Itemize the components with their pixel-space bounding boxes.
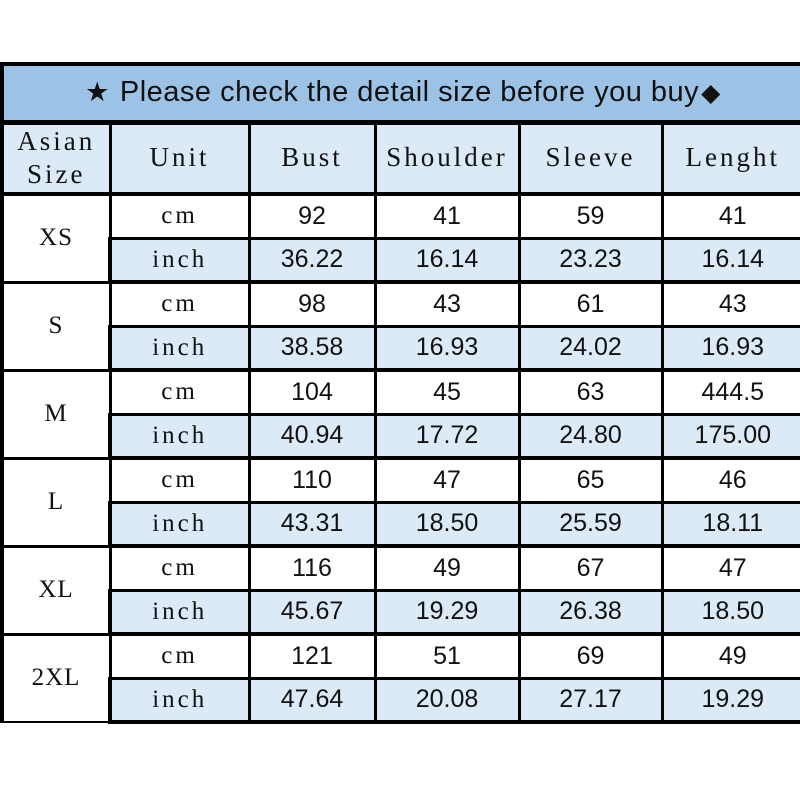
unit-label: cm — [108, 544, 251, 591]
table-row: M cm 104 45 63 444.5 — [0, 368, 800, 459]
table-row: 2XL cm 121 51 69 49 — [0, 632, 800, 723]
unit-label: inch — [108, 676, 251, 724]
measurement-value: 40.94 — [247, 412, 377, 460]
size-label: L — [0, 456, 112, 547]
measurement-value: 98 — [247, 280, 377, 327]
col-header-bust: Bust — [247, 120, 377, 196]
measurement-value: 16.14 — [660, 236, 800, 284]
unit-label: cm — [108, 280, 251, 327]
table-row: inch 38.58 16.93 24.02 16.93 — [2, 324, 800, 372]
size-label: XS — [0, 192, 112, 283]
unit-label: cm — [108, 632, 251, 679]
unit-label: cm — [108, 192, 251, 239]
measurement-value: 92 — [247, 192, 377, 239]
banner-text: Please check the detail size before you … — [119, 76, 700, 109]
banner: ★ Please check the detail size before you… — [0, 62, 800, 125]
measurement-value: 121 — [247, 632, 377, 679]
size-label: 2XL — [0, 632, 112, 723]
table-row: XL cm 116 49 67 47 — [0, 544, 800, 635]
table-row: inch 47.64 20.08 27.17 19.29 — [2, 676, 800, 724]
measurement-value: 38.58 — [247, 324, 377, 372]
unit-label: inch — [108, 236, 251, 284]
measurement-value: 24.80 — [517, 412, 664, 460]
measurement-value: 20.08 — [373, 676, 521, 724]
measurement-value: 43.31 — [247, 500, 377, 548]
measurement-value: 41 — [373, 192, 521, 239]
table-row: inch 45.67 19.29 26.38 18.50 — [2, 588, 800, 636]
unit-label: inch — [108, 588, 251, 636]
measurement-value: 104 — [247, 368, 377, 415]
measurement-value: 49 — [373, 544, 521, 591]
measurement-value: 27.17 — [517, 676, 664, 724]
measurement-value: 116 — [247, 544, 377, 591]
table-row: XS cm 92 41 59 41 — [0, 192, 800, 283]
measurement-value: 36.22 — [247, 236, 377, 284]
unit-label: inch — [108, 324, 251, 372]
measurement-value: 16.14 — [373, 236, 521, 284]
size-label: XL — [0, 544, 112, 635]
unit-label: cm — [108, 368, 251, 415]
table-row: S cm 98 43 61 43 — [0, 280, 800, 371]
measurement-value: 69 — [517, 632, 664, 679]
measurement-value: 175.00 — [660, 412, 800, 460]
measurement-value: 47.64 — [247, 676, 377, 724]
col-header-unit: Unit — [108, 120, 251, 196]
size-label: M — [0, 368, 112, 459]
table-row: inch 36.22 16.14 23.23 16.14 — [2, 236, 800, 284]
measurement-value: 16.93 — [660, 324, 800, 372]
col-header-asian-size: Asian Size — [0, 120, 112, 196]
measurement-value: 26.38 — [517, 588, 664, 636]
header-row: Asian Size Unit Bust Shoulder Sleeve Len… — [0, 120, 800, 196]
measurement-value: 49 — [660, 632, 800, 679]
measurement-value: 43 — [660, 280, 800, 327]
unit-label: cm — [108, 456, 251, 503]
measurement-value: 23.23 — [517, 236, 664, 284]
diamond-icon: ◆ — [701, 79, 721, 108]
measurement-value: 46 — [660, 456, 800, 503]
measurement-value: 63 — [517, 368, 664, 415]
measurement-value: 43 — [373, 280, 521, 327]
measurement-value: 18.11 — [660, 500, 800, 548]
col-header-shoulder: Shoulder — [373, 120, 521, 196]
measurement-value: 17.72 — [373, 412, 521, 460]
col-header-lenght: Lenght — [660, 120, 800, 196]
size-label: S — [0, 280, 112, 371]
measurement-value: 47 — [373, 456, 521, 503]
measurement-value: 45.67 — [247, 588, 377, 636]
table-row: inch 43.31 18.50 25.59 18.11 — [2, 500, 800, 548]
measurement-value: 59 — [517, 192, 664, 239]
measurement-value: 18.50 — [660, 588, 800, 636]
measurement-value: 47 — [660, 544, 800, 591]
measurement-value: 41 — [660, 192, 800, 239]
size-chart-table: ★ Please check the detail size before you… — [0, 62, 800, 724]
measurement-value: 19.29 — [660, 676, 800, 724]
measurement-value: 25.59 — [517, 500, 664, 548]
measurement-value: 45 — [373, 368, 521, 415]
measurement-value: 19.29 — [373, 588, 521, 636]
unit-label: inch — [108, 500, 251, 548]
table-row: L cm 110 47 65 46 — [0, 456, 800, 547]
measurement-value: 24.02 — [517, 324, 664, 372]
measurement-value: 61 — [517, 280, 664, 327]
measurement-value: 51 — [373, 632, 521, 679]
star-icon: ★ — [85, 77, 110, 108]
measurement-value: 16.93 — [373, 324, 521, 372]
measurement-value: 110 — [247, 456, 377, 503]
unit-label: inch — [108, 412, 251, 460]
measurement-value: 67 — [517, 544, 664, 591]
measurement-value: 444.5 — [660, 368, 800, 415]
measurement-value: 18.50 — [373, 500, 521, 548]
banner-row: ★ Please check the detail size before you… — [0, 62, 800, 125]
table-row: inch 40.94 17.72 24.80 175.00 — [2, 412, 800, 460]
measurement-value: 65 — [517, 456, 664, 503]
col-header-sleeve: Sleeve — [517, 120, 664, 196]
